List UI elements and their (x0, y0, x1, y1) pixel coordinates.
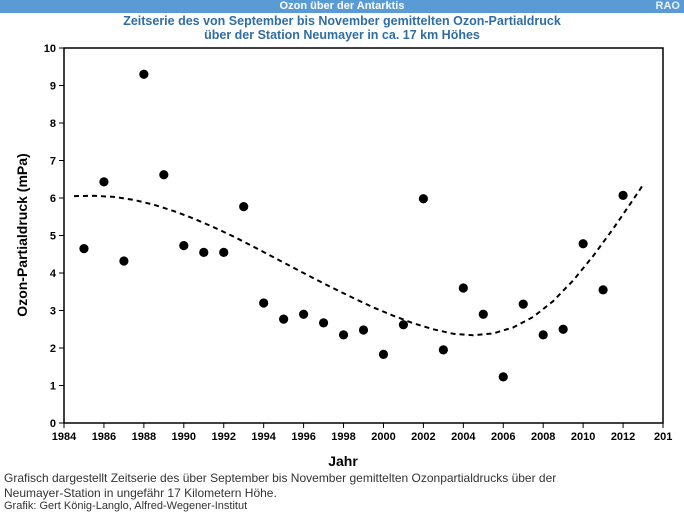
x-tick-label: 1986 (92, 431, 116, 443)
y-tick-label: 1 (50, 381, 56, 393)
header-bar: Ozon über der Antarktis RAO (0, 0, 684, 13)
data-point (558, 324, 568, 334)
x-tick-label: 1998 (331, 431, 355, 443)
data-point (518, 299, 528, 309)
x-tick-label: 1990 (172, 431, 196, 443)
y-tick-label: 9 (50, 81, 56, 93)
data-point (398, 320, 409, 330)
data-point (299, 309, 309, 319)
data-point (318, 318, 329, 328)
y-axis-label: Ozon-Partialdruck (mPa) (14, 153, 30, 316)
data-point (259, 298, 269, 308)
x-tick-label: 2012 (611, 431, 635, 443)
data-point (279, 314, 289, 324)
data-point (79, 244, 89, 254)
data-point (458, 283, 468, 293)
header-badge: RAO (655, 0, 680, 12)
x-tick-label: 2000 (371, 431, 395, 443)
x-tick-label: 2002 (411, 431, 435, 443)
x-tick-label: 1992 (211, 431, 235, 443)
data-point (598, 285, 608, 295)
y-tick-label: 3 (50, 306, 56, 318)
data-point (418, 194, 428, 204)
data-point (498, 372, 508, 382)
credit: Grafik: Gert König-Langlo, Alfred-Wegene… (4, 500, 248, 512)
x-tick-label: 1994 (251, 431, 276, 443)
caption-line-1: Grafisch dargestellt Zeitserie des über … (4, 471, 557, 485)
y-tick-label: 4 (50, 268, 57, 280)
chart-title: Zeitserie des von September bis November… (123, 14, 561, 28)
x-tick-label: 2006 (491, 431, 515, 443)
data-point (378, 349, 389, 359)
y-tick-label: 7 (50, 156, 56, 168)
data-point (538, 330, 548, 340)
x-axis-label: Jahr (328, 453, 358, 469)
trend-line (73, 184, 644, 337)
x-tick-label: 2008 (531, 431, 555, 443)
y-tick-label: 5 (50, 231, 56, 243)
chart-subtitle: über der Station Neumayer in ca. 17 km H… (204, 28, 480, 42)
x-tick-label: 2010 (571, 431, 595, 443)
data-point (578, 239, 588, 249)
data-point (99, 177, 109, 187)
data-point (199, 247, 209, 257)
y-tick-label: 10 (44, 43, 56, 55)
data-point (618, 190, 628, 200)
y-tick-label: 2 (50, 343, 56, 355)
data-point (239, 202, 249, 212)
data-point (478, 309, 488, 319)
data-point (438, 345, 448, 355)
caption-line-2: Neumayer-Station in ungefähr 17 Kilomete… (4, 486, 277, 500)
header-title: Ozon über der Antarktis (279, 0, 405, 12)
data-point (338, 330, 349, 340)
plot-area (63, 47, 664, 424)
y-tick-label: 0 (50, 418, 56, 430)
x-tick-label: 2004 (451, 431, 476, 443)
scatter-chart: 1984 1986 1988 1990 1992 1994 1996 1998 2000 2002… (14, 43, 672, 469)
x-tick-label-last: 201 (654, 431, 672, 443)
y-tick-label: 8 (50, 118, 56, 130)
data-point (219, 247, 229, 257)
data-point (159, 170, 169, 180)
x-tick-label: 1996 (291, 431, 315, 443)
x-tick-label: 1988 (132, 431, 156, 443)
x-tick-label: 1984 (52, 431, 77, 443)
data-point (358, 325, 369, 335)
data-point (119, 256, 129, 266)
y-tick-label: 6 (50, 193, 56, 205)
data-point (139, 69, 149, 79)
data-point (179, 241, 189, 251)
